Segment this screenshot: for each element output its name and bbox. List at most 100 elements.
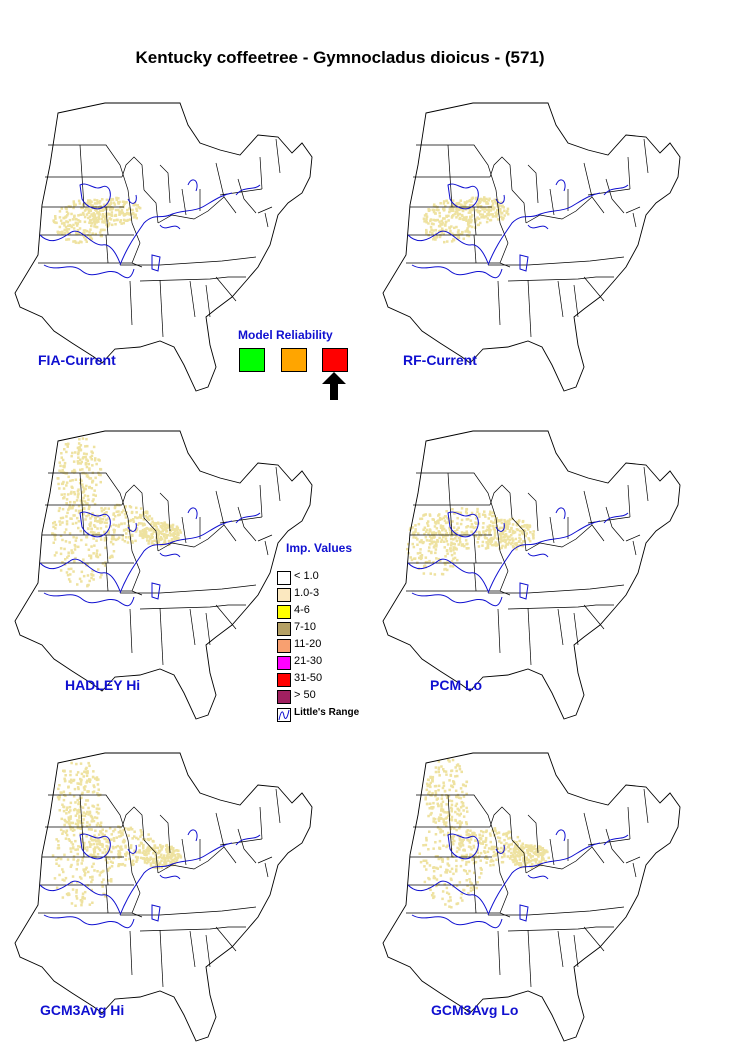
presence-cell: [446, 568, 449, 572]
presence-cell: [478, 836, 482, 840]
presence-cell: [446, 561, 449, 564]
presence-cell: [156, 536, 160, 539]
presence-cell: [545, 849, 548, 852]
state-boundary: [259, 806, 263, 840]
presence-cell: [432, 847, 435, 850]
presence-cell: [131, 853, 135, 856]
presence-cell: [424, 536, 428, 539]
presence-cell: [478, 512, 481, 516]
state-boundary: [488, 256, 625, 266]
presence-cell: [465, 215, 468, 219]
presence-cell: [482, 530, 485, 533]
presence-cell: [78, 509, 81, 513]
presence-cell: [465, 833, 468, 836]
presence-cell: [456, 807, 459, 811]
presence-cell: [467, 547, 470, 550]
presence-cell: [72, 504, 75, 507]
presence-cell: [531, 855, 534, 858]
presence-cell: [457, 809, 461, 812]
presence-cell: [59, 552, 63, 556]
presence-cell: [459, 787, 463, 790]
presence-cell: [58, 469, 61, 472]
presence-cell: [67, 567, 70, 571]
presence-cell: [485, 855, 488, 858]
presence-cell: [177, 855, 180, 858]
presence-cell: [465, 822, 468, 826]
presence-cell: [92, 524, 96, 527]
presence-cell: [92, 862, 95, 866]
presence-cell: [58, 795, 61, 799]
presence-cell: [68, 223, 71, 227]
presence-cell: [465, 512, 468, 515]
presence-cell: [455, 534, 458, 538]
presence-cell: [174, 527, 177, 531]
presence-cell: [170, 845, 173, 849]
presence-cell: [435, 884, 438, 888]
presence-cell: [146, 539, 149, 542]
legend-label: > 50: [294, 689, 316, 701]
presence-cell: [65, 481, 69, 484]
presence-cell: [57, 846, 61, 850]
presence-cell: [425, 215, 429, 218]
presence-cell: [81, 806, 85, 809]
presence-cell: [444, 529, 447, 532]
state-boundary: [120, 906, 257, 916]
presence-cell: [105, 511, 108, 514]
presence-cell: [470, 530, 473, 533]
presence-cell: [144, 851, 148, 854]
presence-cell: [526, 851, 529, 854]
presence-cell: [465, 806, 468, 810]
presence-cell: [445, 549, 449, 552]
presence-cell: [471, 208, 474, 212]
presence-cell: [152, 859, 155, 862]
presence-cell: [507, 849, 510, 853]
little-range-line: [79, 183, 111, 210]
presence-cell: [529, 856, 533, 859]
presence-cell: [123, 540, 127, 543]
presence-cell: [437, 557, 441, 561]
presence-cell: [426, 784, 429, 788]
presence-cell: [109, 201, 113, 204]
presence-cell: [72, 206, 75, 210]
presence-cell: [440, 538, 444, 542]
presence-cell: [437, 770, 440, 774]
presence-cell: [96, 803, 100, 807]
presence-cell: [120, 222, 123, 225]
presence-cell: [508, 522, 511, 525]
state-boundary: [139, 604, 246, 610]
presence-cell: [434, 855, 438, 858]
state-boundary: [215, 162, 237, 214]
model-reliability: Model Reliability: [232, 328, 372, 404]
presence-cell: [506, 213, 510, 216]
presence-cell: [104, 851, 107, 854]
little-range-line: [43, 264, 135, 279]
presence-cell: [537, 853, 540, 856]
presence-cell: [161, 845, 165, 848]
state-boundary: [215, 276, 237, 302]
presence-cell: [164, 536, 167, 540]
presence-cell: [88, 823, 92, 827]
presence-cell: [451, 840, 454, 844]
state-boundary: [189, 608, 196, 646]
presence-cell: [451, 214, 454, 218]
presence-cell: [469, 211, 472, 214]
presence-cell: [450, 553, 454, 557]
presence-cell: [455, 859, 458, 862]
presence-cell: [506, 207, 510, 211]
presence-cell: [441, 786, 445, 790]
presence-cell: [513, 852, 517, 855]
presence-cell: [74, 521, 78, 525]
presence-cell: [101, 828, 104, 831]
presence-cell: [132, 862, 135, 866]
state-boundary: [573, 284, 579, 318]
presence-cell: [85, 240, 88, 243]
presence-cell: [139, 856, 143, 860]
presence-cell: [437, 760, 441, 763]
presence-cell: [95, 539, 98, 542]
presence-cell: [422, 572, 426, 575]
presence-cell: [462, 815, 466, 818]
presence-cell: [117, 513, 120, 517]
presence-cell: [161, 522, 165, 526]
presence-cell: [425, 217, 428, 220]
presence-cell: [122, 213, 126, 217]
